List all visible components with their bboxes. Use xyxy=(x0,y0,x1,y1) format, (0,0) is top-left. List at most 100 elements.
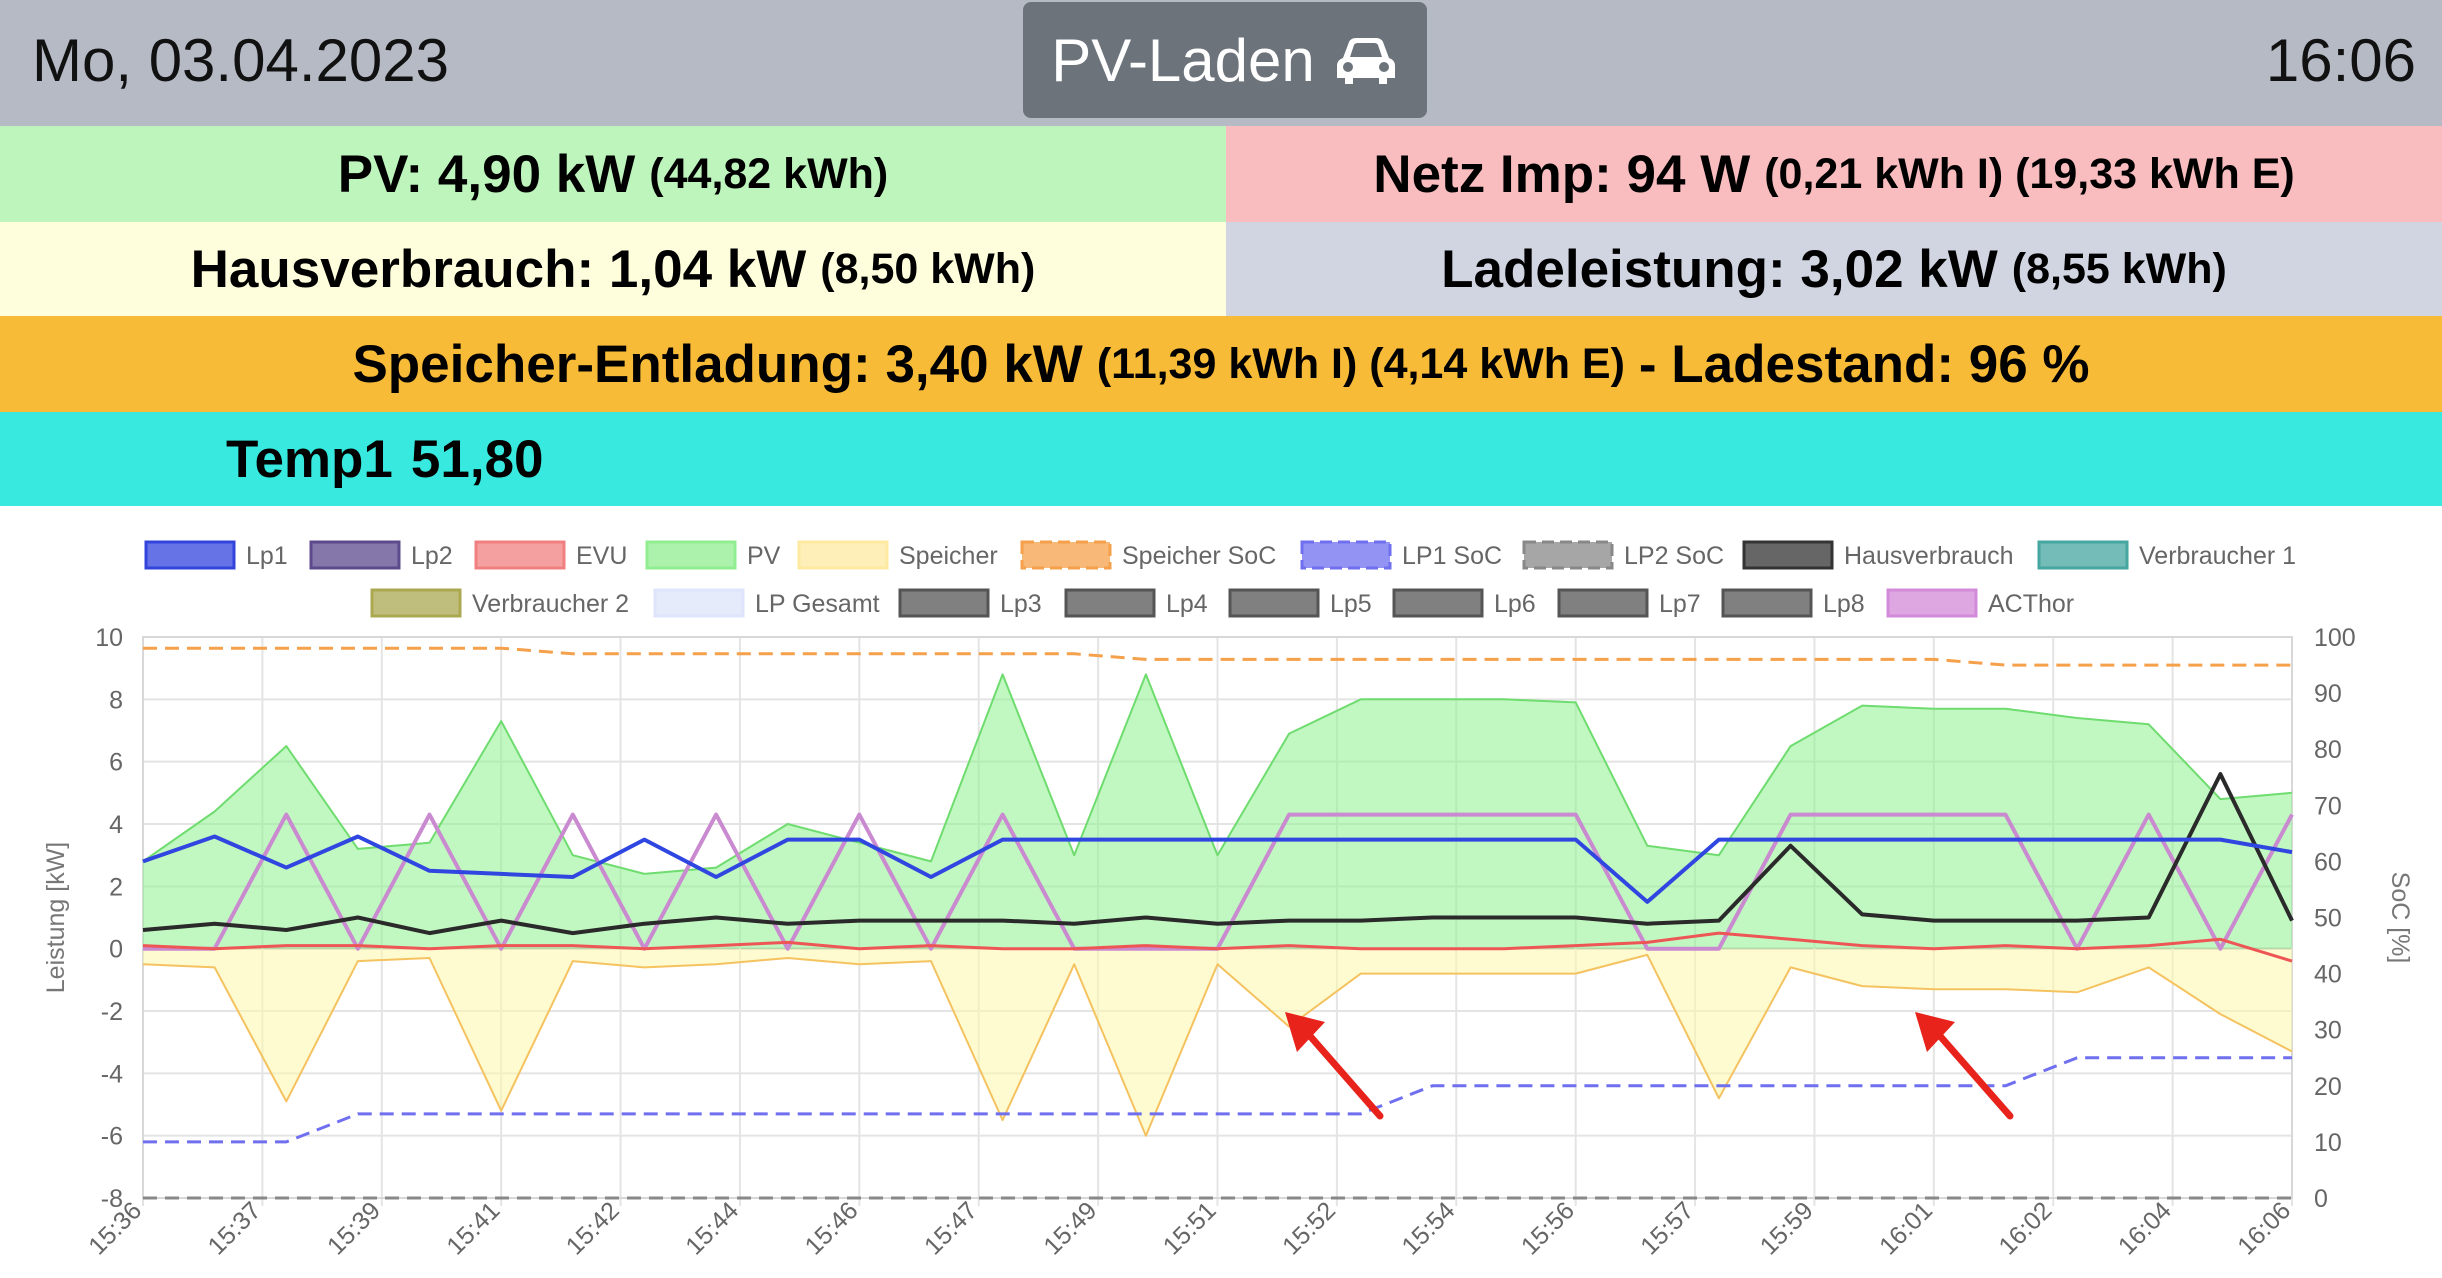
legend-label: Hausverbrauch xyxy=(1844,542,2014,570)
legend-item-lp3[interactable]: Lp3 xyxy=(898,588,1042,618)
series-area-speicher xyxy=(143,948,2292,1136)
legend-swatch xyxy=(797,540,889,570)
x-tick-label: 16:06 xyxy=(2232,1196,2296,1260)
legend-item-lp4[interactable]: Lp4 xyxy=(1064,588,1208,618)
x-tick-label: 16:04 xyxy=(2113,1196,2177,1260)
series-line-hausverbrauch xyxy=(142,772,2294,936)
red-arrow-annotation xyxy=(1915,1012,2014,1120)
grid-status: Netz Imp: 94 W (0,21 kWh I) (19,33 kWh E) xyxy=(1226,126,2442,222)
series-line-speicher-soc xyxy=(143,646,2292,667)
legend-item-lp8[interactable]: Lp8 xyxy=(1721,588,1865,618)
legend-item-lp6[interactable]: Lp6 xyxy=(1392,588,1536,618)
legend-label: Verbraucher 2 xyxy=(472,590,629,618)
legend-item-verbraucher-1[interactable]: Verbraucher 1 xyxy=(2037,540,2296,570)
x-tick-label: 15:54 xyxy=(1396,1196,1460,1260)
series-line-lp1-soc xyxy=(143,1056,2292,1144)
legend-swatch xyxy=(474,540,566,570)
legend-item-lp1[interactable]: Lp1 xyxy=(144,540,288,570)
y2-tick-label: 60 xyxy=(2314,848,2342,876)
legend-label: Lp8 xyxy=(1823,590,1865,618)
legend-item-lp2-soc[interactable]: LP2 SoC xyxy=(1522,540,1724,570)
x-tick-label: 15:46 xyxy=(800,1196,864,1260)
y-axis-title: Leistung [kW] xyxy=(42,842,70,993)
power-chart: Lp1 Lp2 EVU PV Speicher Speicher SoC LP1 SoC LP… xyxy=(42,540,2414,1260)
y2-tick-label: 0 xyxy=(2314,1185,2328,1213)
legend-item-lp-gesamt[interactable]: LP Gesamt xyxy=(653,588,880,618)
series-line-pv xyxy=(142,673,2293,875)
storage-label: Speicher-Entladung: xyxy=(352,334,871,394)
x-tick-label: 15:57 xyxy=(1635,1196,1699,1260)
legend-swatch xyxy=(1522,540,1614,570)
legend-swatch xyxy=(1064,588,1156,618)
x-tick-label: 15:44 xyxy=(680,1196,744,1260)
legend-item-acthor[interactable]: ACThor xyxy=(1886,588,2074,618)
legend-swatch xyxy=(144,540,236,570)
house-value: 1,04 kW xyxy=(608,239,807,299)
pv-label: PV: xyxy=(337,144,424,204)
date-display: Mo, 03.04.2023 xyxy=(32,27,449,94)
legend-item-lp2[interactable]: Lp2 xyxy=(309,540,453,570)
legend-label: Lp5 xyxy=(1330,590,1372,618)
legend-label: PV xyxy=(747,542,781,570)
y2-tick-label: 40 xyxy=(2314,961,2342,989)
storage-status: Speicher-Entladung: 3,40 kW (11,39 kWh I)… xyxy=(0,316,2442,412)
y2-tick-label: 10 xyxy=(2314,1129,2342,1157)
legend-label: Lp1 xyxy=(246,542,288,570)
house-label: Hausverbrauch: xyxy=(190,239,595,299)
charging-label: Ladeleistung: xyxy=(1441,239,1786,299)
y-tick-label: -4 xyxy=(101,1060,123,1088)
legend-label: Speicher SoC xyxy=(1122,542,1276,570)
x-tick-label: 15:39 xyxy=(322,1196,386,1260)
x-tick-label: 15:56 xyxy=(1516,1196,1580,1260)
temp-value: 51,80 xyxy=(410,429,544,489)
y-tick-label: 4 xyxy=(109,811,123,839)
y-tick-label: -6 xyxy=(101,1123,123,1151)
legend-swatch xyxy=(898,588,990,618)
pv-value: 4,90 kW xyxy=(437,144,636,204)
red-arrow-annotation xyxy=(1285,1012,1384,1120)
legend-swatch xyxy=(1557,588,1649,618)
legend-label: EVU xyxy=(576,542,627,570)
legend-item-lp7[interactable]: Lp7 xyxy=(1557,588,1701,618)
y-tick-label: -8 xyxy=(101,1185,123,1213)
series-line-speicher xyxy=(142,953,2293,1137)
y2-tick-label: 20 xyxy=(2314,1073,2342,1101)
legend-item-pv[interactable]: PV xyxy=(645,540,781,570)
y-tick-label: 10 xyxy=(95,624,123,652)
x-tick-label: 15:41 xyxy=(441,1196,505,1260)
storage-soc-label: - Ladestand: xyxy=(1638,334,1954,394)
legend-item-speicher[interactable]: Speicher xyxy=(797,540,998,570)
x-tick-label: 15:49 xyxy=(1038,1196,1102,1260)
legend-item-speicher-soc[interactable]: Speicher SoC xyxy=(1020,540,1276,570)
legend-label: Speicher xyxy=(899,542,998,570)
x-tick-label: 15:47 xyxy=(919,1196,983,1260)
house-consumption-status: Hausverbrauch: 1,04 kW (8,50 kWh) xyxy=(0,222,1226,316)
charge-mode-button[interactable]: PV-Laden xyxy=(1023,2,1427,118)
legend-item-lp1-soc[interactable]: LP1 SoC xyxy=(1300,540,1502,570)
x-tick-label: 15:52 xyxy=(1277,1196,1341,1260)
x-tick-label: 16:02 xyxy=(1993,1196,2057,1260)
legend-label: ACThor xyxy=(1988,590,2074,618)
storage-energy: (11,39 kWh I) (4,14 kWh E) xyxy=(1096,339,1625,388)
legend-item-hausverbrauch[interactable]: Hausverbrauch xyxy=(1742,540,2014,570)
house-energy: (8,50 kWh) xyxy=(820,244,1036,293)
legend-label: Lp3 xyxy=(1000,590,1042,618)
y2-axis-title: SoC [%] xyxy=(2386,872,2414,964)
legend-swatch xyxy=(309,540,401,570)
legend-item-verbraucher-2[interactable]: Verbraucher 2 xyxy=(370,588,629,618)
temperature-status: Temp1 51,80 xyxy=(0,412,2442,506)
y-tick-label: 2 xyxy=(109,873,123,901)
legend-item-evu[interactable]: EVU xyxy=(474,540,627,570)
charging-value: 3,02 kW xyxy=(1800,239,1998,299)
legend-item-lp5[interactable]: Lp5 xyxy=(1228,588,1372,618)
series-line-lp1 xyxy=(142,834,2293,904)
x-tick-label: 16:01 xyxy=(1874,1196,1938,1260)
chart-plot-area xyxy=(142,646,2294,1200)
y2-tick-label: 90 xyxy=(2314,680,2342,708)
y-tick-label: 8 xyxy=(109,686,123,714)
legend-label: LP2 SoC xyxy=(1624,542,1724,570)
legend-swatch xyxy=(1392,588,1484,618)
legend-swatch xyxy=(1886,588,1978,618)
temp-label: Temp1 xyxy=(226,429,393,489)
storage-value: 3,40 kW xyxy=(885,334,1083,394)
